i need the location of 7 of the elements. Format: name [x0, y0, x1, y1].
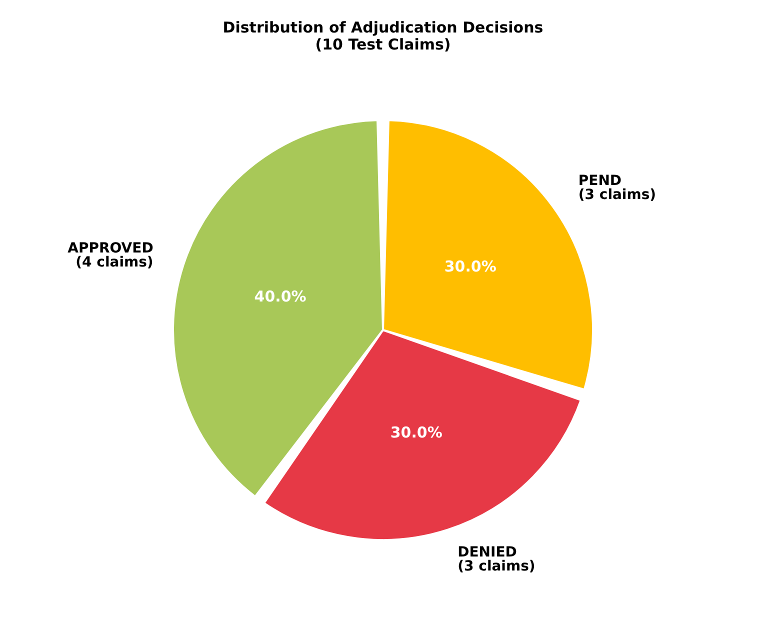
data-label: 40.0% [254, 288, 306, 306]
chart-title: Distribution of Adjudication Decisions (10 Test Claims) [222, 18, 544, 54]
slice-label: APPROVED (4 claims) [68, 240, 154, 270]
slice-label: DENIED (3 claims) [458, 544, 536, 575]
data-label: 30.0% [390, 424, 442, 442]
slice-label: PEND (3 claims) [578, 173, 656, 204]
data-label: 30.0% [444, 258, 496, 276]
